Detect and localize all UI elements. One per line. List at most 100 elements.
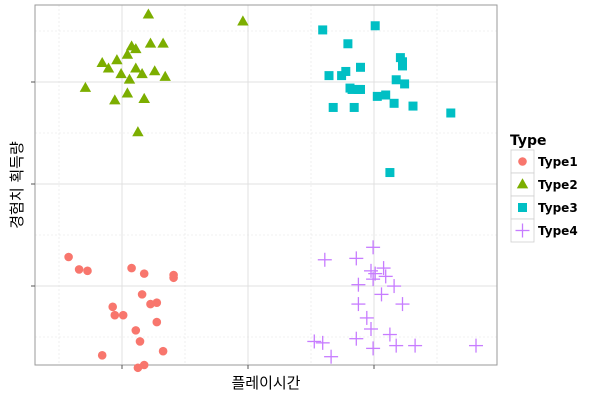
data-point-type4 bbox=[366, 240, 381, 255]
data-point-type4 bbox=[387, 279, 402, 294]
data-point-type2 bbox=[96, 56, 108, 67]
data-point-type4 bbox=[389, 338, 404, 353]
legend-label: Type2 bbox=[538, 178, 578, 192]
data-point-type4 bbox=[382, 327, 397, 342]
data-point-type2 bbox=[115, 68, 127, 79]
data-point-type4 bbox=[376, 261, 391, 276]
legend-item-type1: Type1 bbox=[510, 149, 578, 174]
data-point-type3 bbox=[372, 91, 382, 101]
axis-ticks bbox=[31, 81, 375, 369]
legend-label: Type4 bbox=[538, 224, 578, 238]
data-point-type4 bbox=[315, 335, 330, 350]
data-point-type1 bbox=[137, 290, 147, 299]
data-point-type3 bbox=[400, 79, 410, 89]
data-point-type3 bbox=[341, 66, 351, 76]
data-point-type1 bbox=[127, 263, 136, 273]
data-point-type2 bbox=[159, 70, 171, 81]
data-point-type3 bbox=[446, 108, 456, 118]
data-point-type3 bbox=[318, 25, 328, 35]
data-point-type2 bbox=[111, 54, 123, 65]
plot-panel bbox=[35, 5, 497, 365]
data-point-type1 bbox=[135, 337, 145, 346]
data-point-type2 bbox=[130, 62, 142, 73]
data-point-type2 bbox=[123, 73, 136, 84]
data-point-type3 bbox=[391, 75, 401, 85]
data-point-type4 bbox=[364, 322, 378, 336]
data-point-type1 bbox=[152, 298, 162, 307]
data-point-type1 bbox=[139, 269, 149, 278]
legend-marker bbox=[516, 178, 529, 189]
data-point-type3 bbox=[398, 57, 407, 67]
data-point-type2 bbox=[136, 68, 148, 79]
legend-marker bbox=[518, 157, 527, 166]
data-point-type2 bbox=[157, 37, 169, 48]
data-point-type4 bbox=[351, 277, 366, 292]
data-point-type1 bbox=[131, 326, 141, 335]
data-point-type2 bbox=[109, 94, 121, 105]
data-point-type4 bbox=[366, 272, 381, 287]
x-axis-title: 플레이시간 bbox=[231, 374, 300, 392]
data-point-type3 bbox=[370, 21, 380, 31]
data-point-type3 bbox=[324, 71, 334, 81]
data-point-type4 bbox=[351, 297, 366, 312]
data-point-type3 bbox=[328, 102, 338, 112]
data-point-type1 bbox=[139, 360, 149, 370]
legend-item-type3: Type3 bbox=[510, 195, 578, 220]
data-point-type2 bbox=[132, 126, 144, 137]
data-point-type2 bbox=[79, 81, 92, 92]
data-point-type2 bbox=[121, 87, 134, 98]
data-point-type1 bbox=[97, 351, 107, 360]
data-point-type3 bbox=[381, 90, 391, 100]
data-point-type2 bbox=[138, 92, 150, 103]
series-4 bbox=[307, 240, 483, 364]
data-point-type4 bbox=[408, 338, 423, 353]
data-point-type2 bbox=[148, 65, 161, 76]
y-axis-title: 경험치 획득량 bbox=[8, 141, 26, 229]
data-point-type1 bbox=[169, 273, 178, 283]
data-point-type4 bbox=[378, 269, 393, 284]
data-point-type1 bbox=[64, 252, 73, 262]
legend: Type Type1 Type2 Type3 Type4 bbox=[510, 133, 578, 243]
data-point-type3 bbox=[343, 39, 353, 49]
data-point-type3 bbox=[389, 98, 399, 108]
data-point-type1 bbox=[158, 346, 168, 356]
data-point-type4 bbox=[368, 266, 383, 281]
data-point-type3 bbox=[408, 101, 418, 111]
data-point-type3 bbox=[347, 84, 357, 94]
data-point-type4 bbox=[349, 331, 364, 346]
data-point-type4 bbox=[374, 287, 389, 302]
data-point-type1 bbox=[110, 310, 120, 320]
data-point-type2 bbox=[102, 62, 115, 73]
data-point-type4 bbox=[324, 349, 339, 364]
data-point-type3 bbox=[349, 102, 359, 112]
legend-marker bbox=[518, 203, 527, 212]
data-point-type3 bbox=[385, 168, 395, 178]
data-point-type4 bbox=[349, 251, 364, 266]
plot-border bbox=[34, 4, 498, 366]
data-point-type4 bbox=[359, 310, 374, 325]
data-point-type1 bbox=[108, 302, 117, 312]
data-point-type2 bbox=[121, 48, 134, 59]
data-point-type2 bbox=[130, 43, 142, 54]
data-point-type2 bbox=[144, 37, 157, 48]
legend-label: Type3 bbox=[538, 201, 578, 215]
data-point-type4 bbox=[317, 252, 332, 267]
data-point-type4 bbox=[469, 338, 483, 353]
data-point-type3 bbox=[356, 84, 365, 94]
data-point-type3 bbox=[356, 62, 365, 72]
legend-label: Type1 bbox=[538, 155, 578, 169]
legend-item-type2: Type2 bbox=[510, 172, 578, 197]
data-point-type4 bbox=[307, 334, 322, 349]
data-point-type1 bbox=[74, 265, 84, 274]
data-point-type1 bbox=[152, 317, 162, 327]
data-point-type2 bbox=[237, 15, 249, 26]
legend-title: Type bbox=[510, 133, 547, 149]
series-2 bbox=[79, 8, 249, 137]
data-point-type4 bbox=[395, 297, 410, 312]
data-point-type4 bbox=[366, 341, 381, 356]
legend-item-type4: Type4 bbox=[510, 218, 578, 243]
series-1 bbox=[64, 252, 178, 373]
series-3 bbox=[318, 21, 456, 178]
